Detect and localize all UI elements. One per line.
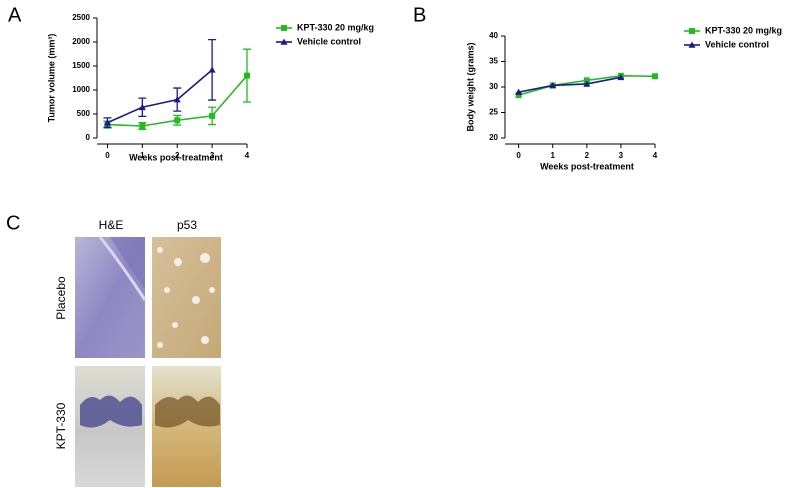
marker bbox=[515, 88, 523, 95]
y-tick-label: 1000 bbox=[72, 85, 90, 94]
x-tick-label: 2 bbox=[585, 151, 590, 160]
y-tick-label: 500 bbox=[77, 109, 91, 118]
marker bbox=[652, 73, 658, 80]
marker bbox=[280, 38, 288, 45]
column-label: p53 bbox=[177, 218, 197, 232]
marker bbox=[103, 119, 111, 126]
marker bbox=[281, 25, 287, 31]
y-tick-label: 35 bbox=[489, 57, 498, 66]
row-label: KPT-330 bbox=[54, 402, 68, 449]
x-tick-label: 3 bbox=[619, 151, 624, 160]
marker bbox=[583, 80, 591, 87]
panel-letter: B bbox=[413, 4, 426, 26]
x-tick-label: 4 bbox=[245, 151, 250, 160]
x-tick-label: 1 bbox=[140, 151, 145, 160]
series-line bbox=[518, 76, 622, 93]
marker bbox=[138, 103, 146, 111]
x-axis-label: Weeks post-treatment bbox=[540, 161, 634, 171]
histology-images bbox=[75, 236, 221, 487]
marker bbox=[139, 123, 146, 129]
y-axis-label: Body weight (grams) bbox=[465, 42, 475, 131]
x-axis-label: Weeks post-treatment bbox=[129, 152, 223, 162]
marker bbox=[689, 28, 695, 34]
x-tick-label: 0 bbox=[516, 151, 521, 160]
y-tick-label: 0 bbox=[86, 133, 91, 142]
panel-letter: C bbox=[6, 212, 20, 234]
x-tick-label: 2 bbox=[175, 151, 180, 160]
y-tick-label: 2500 bbox=[72, 13, 90, 22]
y-tick-label: 25 bbox=[489, 108, 498, 117]
x-tick-label: 3 bbox=[210, 151, 215, 160]
marker bbox=[688, 41, 696, 48]
marker bbox=[515, 92, 522, 99]
marker bbox=[208, 66, 216, 73]
x-tick-label: 1 bbox=[551, 151, 556, 160]
y-tick-label: 30 bbox=[489, 82, 498, 91]
legend-label: Vehicle control bbox=[705, 39, 769, 49]
marker bbox=[173, 96, 181, 103]
row-label: Placebo bbox=[54, 276, 68, 320]
marker bbox=[174, 117, 181, 124]
marker bbox=[209, 112, 216, 119]
y-tick-label: 40 bbox=[489, 31, 498, 40]
legend-label: KPT-330 20 mg/kg bbox=[297, 22, 374, 32]
y-tick-label: 2000 bbox=[72, 37, 90, 46]
column-label: H&E bbox=[99, 218, 124, 232]
y-tick-label: 1500 bbox=[72, 61, 90, 70]
x-tick-label: 4 bbox=[653, 151, 658, 160]
legend-label: Vehicle control bbox=[297, 36, 361, 46]
y-tick-label: 20 bbox=[489, 133, 498, 142]
x-tick-label: 0 bbox=[105, 151, 110, 160]
marker bbox=[549, 81, 557, 89]
panel-letter: A bbox=[8, 4, 22, 26]
legend-label: KPT-330 20 mg/kg bbox=[705, 25, 782, 35]
marker bbox=[583, 77, 590, 84]
marker bbox=[244, 72, 250, 79]
series-line bbox=[107, 69, 213, 124]
marker bbox=[617, 73, 625, 81]
image-p53-placebo bbox=[152, 237, 221, 358]
y-axis-label: Tumor volume (mm³) bbox=[46, 34, 56, 123]
